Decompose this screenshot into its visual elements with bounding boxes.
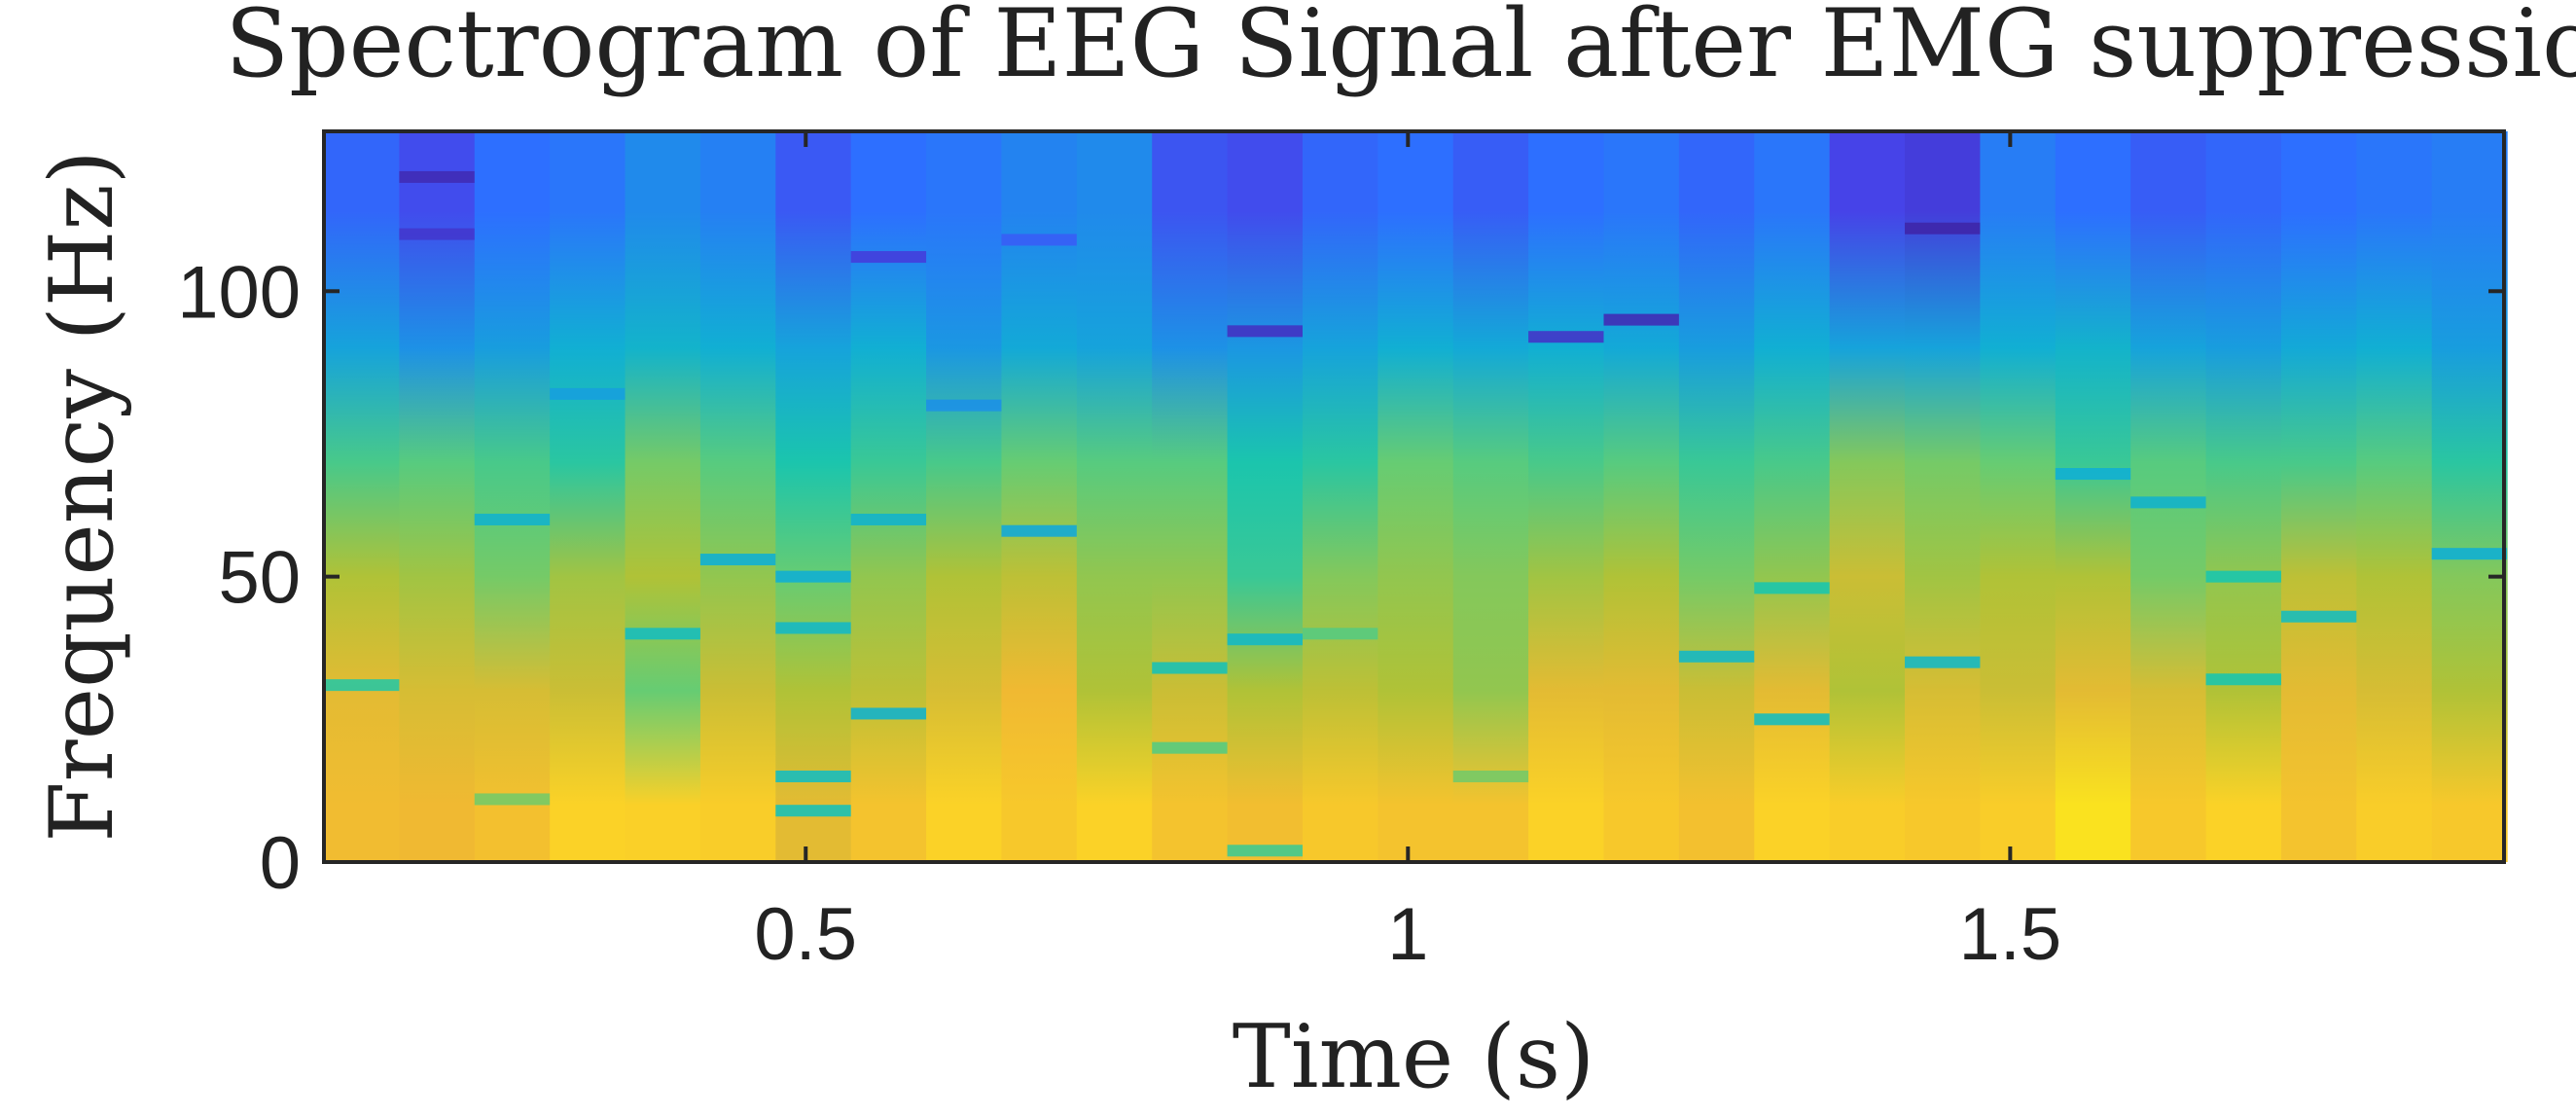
spectrogram-column <box>1001 131 1078 862</box>
y-axis-ticks: 0 50 100 <box>177 251 2504 905</box>
spectrogram-column <box>324 131 400 862</box>
spectrogram-column <box>2055 131 2131 862</box>
spectral-line-feature <box>625 628 700 640</box>
spectrogram-column <box>775 131 852 862</box>
x-tick-label: 1.5 <box>1959 893 2062 976</box>
spectrogram-column <box>550 131 626 862</box>
spectrogram-column <box>1452 131 1529 862</box>
spectral-line-feature <box>1227 633 1303 646</box>
spectral-line-feature <box>324 679 400 692</box>
y-tick-label: 100 <box>177 251 301 334</box>
spectrogram-column <box>2431 131 2508 862</box>
spectrogram-column <box>1829 131 1906 862</box>
spectral-line-feature <box>1678 650 1755 663</box>
spectrogram-column <box>850 131 927 862</box>
spectrogram-heatmap <box>324 131 2508 862</box>
spectrogram-column <box>1377 131 1454 862</box>
spectral-line-feature <box>2431 548 2508 560</box>
spectrogram-column <box>2205 131 2282 862</box>
spectral-line-feature <box>850 251 927 264</box>
spectral-line-feature <box>775 805 851 817</box>
spectral-line-feature <box>1302 628 1378 640</box>
chart-title: Spectrogram of EEG Signal after EMG supp… <box>225 0 2576 98</box>
spectrogram-column <box>1152 131 1229 862</box>
spectral-line-feature <box>399 228 475 240</box>
spectrogram-column <box>1980 131 2057 862</box>
spectral-line-feature <box>850 707 927 720</box>
spectral-line-feature <box>2205 673 2281 686</box>
spectral-line-feature <box>699 554 776 566</box>
x-tick-label: 0.5 <box>754 893 857 976</box>
spectrogram-column <box>2280 131 2357 862</box>
spectrogram-column <box>1528 131 1605 862</box>
spectral-line-feature <box>1152 662 1228 674</box>
spectral-line-feature <box>2130 496 2206 509</box>
spectrogram-column <box>1227 131 1304 862</box>
spectral-line-feature <box>474 513 551 525</box>
spectrogram-column <box>2356 131 2433 862</box>
spectral-line-feature <box>775 770 851 782</box>
spectrogram-column <box>1754 131 1831 862</box>
spectrogram-column <box>474 131 551 862</box>
spectral-line-feature <box>399 170 475 183</box>
spectral-line-feature <box>1528 331 1604 343</box>
x-tick-label: 1 <box>1387 893 1428 976</box>
spectral-line-feature <box>1152 741 1228 754</box>
spectral-line-feature <box>1227 845 1303 857</box>
y-tick-label: 0 <box>260 822 301 905</box>
spectral-line-feature <box>1905 656 1981 668</box>
spectrogram-column <box>625 131 701 862</box>
spectral-line-feature <box>2280 610 2357 623</box>
spectrogram-column <box>1302 131 1378 862</box>
spectral-line-feature <box>850 513 927 525</box>
spectral-line-feature <box>1754 713 1830 726</box>
spectral-line-feature <box>1001 234 1077 246</box>
spectral-line-feature <box>1754 582 1830 594</box>
spectral-line-feature <box>926 399 1002 412</box>
spectrogram-column <box>1678 131 1755 862</box>
spectral-line-feature <box>550 387 626 400</box>
spectrogram-column <box>1076 131 1153 862</box>
spectral-line-feature <box>2205 570 2281 583</box>
spectrogram-column <box>1905 131 1982 862</box>
spectral-line-feature <box>775 622 851 634</box>
y-axis-label: Frequency (Hz) <box>31 150 133 843</box>
spectral-line-feature <box>2055 468 2131 481</box>
x-axis-label: Time (s) <box>1233 1006 1594 1108</box>
spectral-line-feature <box>474 793 551 806</box>
spectral-line-feature <box>1227 325 1303 338</box>
x-axis-ticks: 0.5 1 1.5 <box>754 131 2061 976</box>
spectrogram-column <box>699 131 776 862</box>
spectrogram-column <box>926 131 1003 862</box>
spectrogram-column <box>1603 131 1680 862</box>
spectral-line-feature <box>775 570 851 583</box>
spectrogram-column <box>399 131 476 862</box>
plot-area-frame <box>322 129 2506 864</box>
spectral-line-feature <box>1001 524 1077 537</box>
spectral-line-feature <box>1905 222 1981 234</box>
spectral-line-feature <box>1603 313 1679 326</box>
spectral-line-feature <box>1452 770 1529 782</box>
y-tick-label: 50 <box>218 537 301 620</box>
